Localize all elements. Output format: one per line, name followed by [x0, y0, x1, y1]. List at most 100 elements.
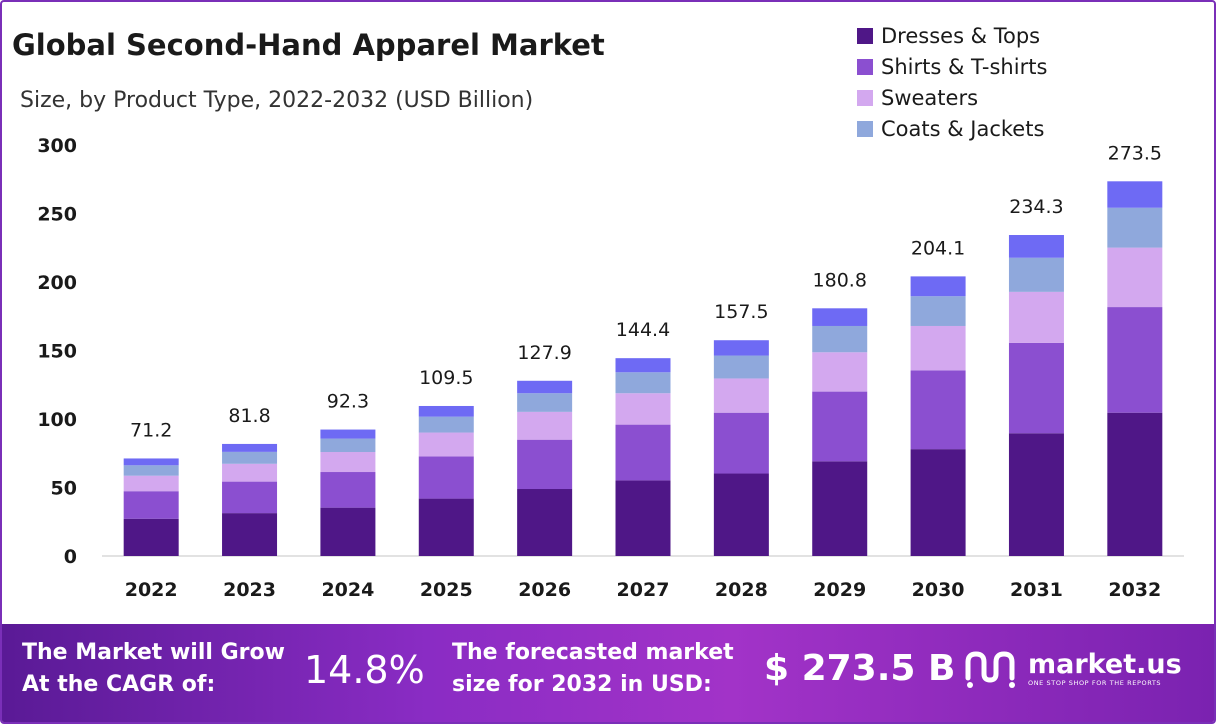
bar-segment-2024-3	[320, 438, 376, 453]
bar-total-label: 81.8	[228, 405, 270, 427]
bar-total-label: 234.3	[1009, 196, 1063, 218]
forecast-value: $ 273.5 B	[764, 648, 956, 689]
bar-segment-2031-0	[1008, 433, 1064, 556]
cagr-value: 14.8%	[304, 648, 425, 692]
y-tick-label: 50	[51, 478, 77, 500]
chart-legend: Dresses & Tops Shirts & T-shirts Sweater…	[857, 20, 1047, 144]
y-tick-label: 0	[64, 546, 77, 568]
bar-segment-2029-4	[812, 308, 868, 326]
legend-label: Sweaters	[881, 85, 979, 110]
legend-item-dresses-tops: Dresses & Tops	[857, 20, 1047, 51]
cagr-label-line1: The Market will Grow	[22, 640, 285, 665]
x-tick-label: 2028	[715, 579, 768, 601]
cagr-label-line2: At the CAGR of:	[22, 672, 216, 697]
bar-segment-2026-1	[517, 439, 573, 490]
bar-segment-2031-2	[1008, 291, 1064, 343]
bar-segment-2032-2	[1107, 247, 1163, 308]
bar-total-label: 109.5	[419, 367, 473, 389]
bar-segment-2026-2	[517, 411, 573, 440]
footer-banner: The Market will Grow At the CAGR of: 14.…	[2, 624, 1214, 722]
chart-subtitle: Size, by Product Type, 2022-2032 (USD Bi…	[20, 88, 534, 113]
bar-segment-2028-0	[713, 473, 769, 556]
bar-total-label: 144.4	[616, 319, 670, 341]
bar-segment-2030-1	[910, 370, 966, 450]
bar-segment-2030-2	[910, 325, 966, 371]
bar-segment-2025-4	[418, 405, 474, 417]
bar-segment-2030-0	[910, 449, 966, 556]
bar-segment-2029-1	[812, 391, 868, 462]
legend-item-coats-jackets: Coats & Jackets	[857, 113, 1047, 144]
y-tick-label: 300	[37, 135, 77, 157]
y-tick-label: 150	[37, 341, 77, 363]
bar-segment-2025-2	[418, 432, 474, 457]
bar-chart: 0 50 100 150 200 250 300 71.2 2022 81.8 2023 92.3 20…	[37, 135, 1184, 601]
bar-segment-2024-1	[320, 472, 376, 508]
bar-segment-2025-1	[418, 456, 474, 499]
bar-segment-2027-3	[615, 372, 671, 394]
bar-segment-2029-2	[812, 352, 868, 392]
bar-segment-2027-0	[615, 480, 671, 556]
bar-segment-2032-0	[1107, 412, 1163, 556]
bar-segment-2028-4	[713, 340, 769, 356]
bar-segment-2024-4	[320, 429, 376, 439]
x-tick-label: 2027	[617, 579, 670, 601]
bar-segment-2031-1	[1008, 342, 1064, 434]
bar-segment-2032-3	[1107, 207, 1163, 248]
bar-segment-2026-0	[517, 489, 573, 556]
legend-item-shirts-tshirts: Shirts & T-shirts	[857, 51, 1047, 82]
bar-segment-2030-3	[910, 296, 966, 326]
x-tick-label: 2022	[125, 579, 178, 601]
x-tick-label: 2024	[321, 579, 374, 601]
bar-segment-2025-0	[418, 498, 474, 556]
bar-total-label: 180.8	[813, 269, 867, 291]
bar-segment-2023-2	[222, 463, 278, 482]
bar-total-label: 273.5	[1108, 142, 1162, 164]
legend-swatch-dresses-tops	[857, 27, 873, 44]
y-tick-label: 200	[37, 272, 77, 294]
bar-segment-2032-4	[1107, 181, 1163, 208]
forecast-label-line1: The forecasted market	[452, 640, 734, 665]
bar-segment-2022-4	[123, 458, 179, 466]
bar-total-label: 71.2	[130, 419, 172, 441]
bar-segment-2031-4	[1008, 235, 1064, 258]
bar-segment-2026-4	[517, 380, 573, 394]
bar-segment-2027-4	[615, 358, 671, 373]
x-tick-label: 2030	[912, 579, 965, 601]
bar-segment-2023-0	[222, 513, 278, 556]
forecast-label-line2: size for 2032 in USD:	[452, 672, 712, 697]
bar-total-label: 204.1	[911, 237, 965, 259]
bar-segment-2022-2	[123, 475, 179, 492]
x-tick-label: 2023	[223, 579, 276, 601]
legend-item-sweaters: Sweaters	[857, 82, 1047, 113]
brand-name: market.us	[1028, 649, 1182, 680]
bar-segment-2022-1	[123, 491, 179, 519]
bar-segment-2022-0	[123, 518, 179, 556]
bar-segment-2023-4	[222, 443, 278, 452]
bar-segment-2023-3	[222, 451, 278, 464]
bar-segment-2028-2	[713, 378, 769, 413]
bar-segment-2023-1	[222, 481, 278, 514]
y-tick-label: 100	[37, 409, 77, 431]
market-us-logo-icon	[965, 651, 1015, 688]
x-tick-label: 2026	[518, 579, 571, 601]
legend-label: Shirts & T-shirts	[881, 54, 1048, 79]
chart-title: Global Second-Hand Apparel Market	[12, 28, 605, 62]
brand-tagline: ONE STOP SHOP FOR THE REPORTS	[1028, 679, 1162, 687]
bar-segment-2030-4	[910, 276, 966, 297]
bar-total-label: 157.5	[714, 301, 768, 323]
x-tick-label: 2025	[420, 579, 473, 601]
bar-segment-2027-2	[615, 393, 671, 425]
bar-segment-2028-3	[713, 355, 769, 379]
bar-segment-2029-3	[812, 325, 868, 353]
x-tick-label: 2031	[1010, 579, 1063, 601]
brand-logo: market.us ONE STOP SHOP FOR THE REPORTS	[964, 648, 1182, 690]
bar-segment-2024-0	[320, 507, 376, 556]
bar-segment-2025-3	[418, 416, 474, 433]
bar-total-label: 127.9	[517, 342, 571, 364]
x-tick-label: 2032	[1108, 579, 1161, 601]
bar-segment-2029-0	[812, 461, 868, 556]
legend-label: Dresses & Tops	[881, 23, 1041, 48]
bar-segment-2022-3	[123, 465, 179, 476]
bar-segment-2024-2	[320, 452, 376, 473]
